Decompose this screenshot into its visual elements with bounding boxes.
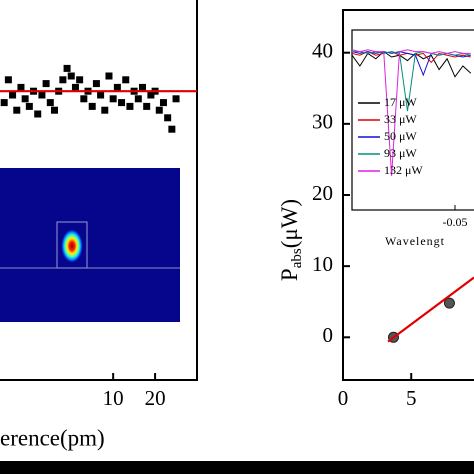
y-tick-label: 20 [312, 181, 333, 205]
legend-label: 33 μW [384, 112, 417, 126]
data-point [109, 95, 117, 103]
y-axis-label-sub: abs [289, 248, 305, 268]
data-point [25, 102, 33, 110]
data-point [63, 64, 71, 72]
data-point [134, 95, 142, 103]
bottom-bar [0, 461, 474, 474]
plot-area [387, 276, 474, 343]
data-point [21, 95, 29, 103]
mode-image [0, 168, 180, 322]
data-point [101, 106, 109, 114]
plot-area [0, 64, 197, 133]
data-point [443, 297, 455, 309]
legend-label: 17 μW [384, 95, 417, 109]
data-point [4, 76, 12, 84]
data-point [147, 91, 155, 99]
data-point [92, 80, 100, 88]
data-point [159, 99, 167, 107]
y-tick-label: 30 [312, 110, 333, 134]
data-point [42, 80, 50, 88]
data-point [67, 72, 75, 80]
y-axis-label-main: P [277, 268, 302, 281]
inset-x-axis-label: Wavelengt [385, 234, 445, 248]
data-point [113, 83, 121, 91]
y-tick-label: 40 [312, 39, 333, 63]
y-tick-label: 0 [323, 323, 334, 347]
data-point [17, 83, 25, 91]
data-point [126, 102, 134, 110]
data-point [46, 99, 54, 107]
data-point [71, 83, 79, 91]
y-axis-label-unit: (μW) [277, 199, 302, 248]
data-point [88, 102, 96, 110]
x-tick-label: 10 [103, 386, 124, 410]
data-point [143, 102, 151, 110]
series-line [352, 51, 471, 112]
data-point [9, 91, 17, 99]
data-point [139, 83, 147, 91]
data-point [122, 76, 130, 84]
data-point [80, 95, 88, 103]
legend-label: 132 μW [384, 163, 423, 177]
data-point [168, 125, 176, 133]
x-tick-label: 20 [145, 386, 166, 410]
data-point [105, 72, 113, 80]
legend-label: 93 μW [384, 146, 417, 160]
data-point [118, 99, 126, 107]
legend-label: 50 μW [384, 129, 417, 143]
series-line [352, 50, 472, 78]
data-point [13, 106, 21, 114]
x-tick-label: 0 [338, 386, 349, 410]
data-point [34, 110, 42, 118]
x-axis-label: erence(pm) [0, 425, 105, 450]
data-point [76, 76, 84, 84]
inset-x-tick-label: -0.05 [442, 215, 467, 229]
data-point [38, 91, 46, 99]
data-point [50, 106, 58, 114]
y-axis-label: Pabs(μW) [277, 199, 305, 281]
data-point [0, 99, 8, 107]
x-tick-label: 5 [406, 386, 417, 410]
data-point [172, 95, 180, 103]
plot-area [352, 49, 472, 176]
data-point [59, 76, 67, 84]
series-line [387, 276, 474, 343]
series-line [352, 49, 471, 176]
data-point [97, 91, 105, 99]
data-point [164, 114, 172, 122]
data-point [155, 106, 163, 114]
y-tick-label: 10 [312, 252, 333, 276]
